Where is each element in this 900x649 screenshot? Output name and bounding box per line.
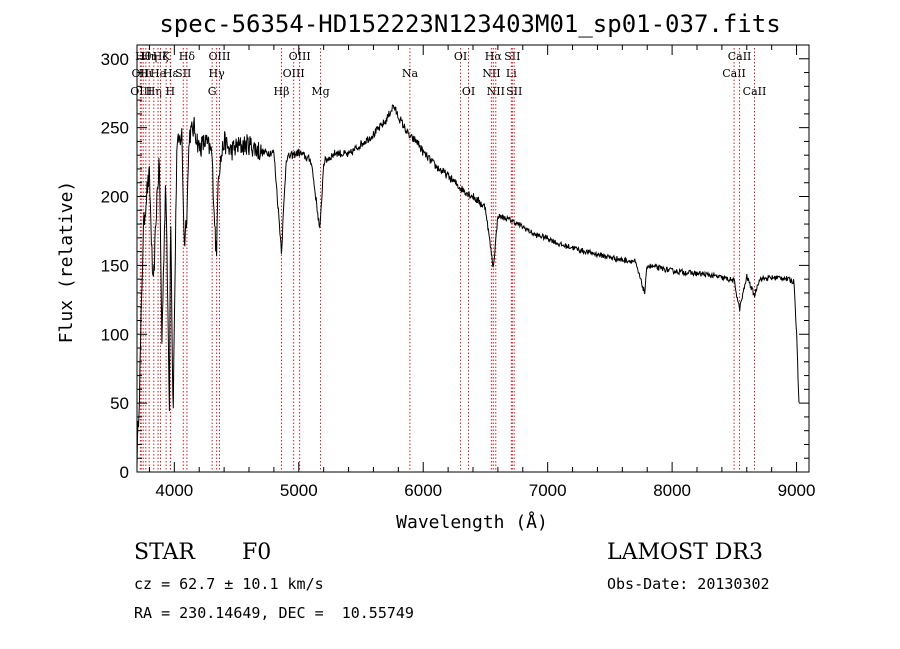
marker-label: SII <box>504 50 520 63</box>
x-tick-label: 7000 <box>529 481 567 500</box>
marker-label: Na <box>402 67 419 80</box>
redshift-velocity: cz = 62.7 ± 10.1 km/s <box>134 575 324 593</box>
marker-label: Hγ <box>209 67 226 80</box>
marker-label: Hβ <box>274 85 290 98</box>
marker-label: Hζ <box>153 50 169 63</box>
x-axis-label: Wavelength (Å) <box>396 511 548 533</box>
survey-name: LAMOST DR3 <box>607 540 763 565</box>
y-tick-label: 0 <box>120 463 129 482</box>
marker-label: SII <box>175 67 191 80</box>
spectrum-series <box>136 104 800 468</box>
chart-title: spec-56354-HD152223N123403M01_sp01-037.f… <box>159 10 780 38</box>
marker-label: OIII <box>289 50 311 63</box>
marker-label: G <box>208 85 217 98</box>
plot-frame <box>136 44 810 473</box>
x-tick-label: 9000 <box>778 481 816 500</box>
y-tick-label: 100 <box>101 325 129 344</box>
marker-label: OIII <box>130 85 152 98</box>
axes: 4000 5000 6000 7000 8000 9000 0 50 100 150 200 250 3… <box>101 44 816 500</box>
marker-label: SII <box>506 85 522 98</box>
x-tick-label: 8000 <box>653 481 691 500</box>
object-class: STAR <box>134 540 195 565</box>
y-tick-label: 250 <box>101 119 129 138</box>
x-tick-label: 6000 <box>404 481 442 500</box>
marker-label: Hη <box>141 50 157 63</box>
marker-label: K <box>162 50 171 63</box>
marker-label: Hε <box>163 67 179 80</box>
marker-label: OI <box>462 85 475 98</box>
marker-label: Hα <box>485 50 503 63</box>
spectrum-line <box>136 104 800 468</box>
y-tick-label: 300 <box>101 50 129 69</box>
marker-label: Mg <box>311 85 329 98</box>
y-axis-label: Flux (relative) <box>56 181 77 344</box>
y-tick-label: 200 <box>101 188 129 207</box>
marker-label: Li <box>506 67 517 80</box>
observation-date: Obs-Date: 20130302 <box>607 575 770 593</box>
y-tick-label: 150 <box>101 256 129 275</box>
spectral-line-markers: OIIOIIIHθHιHηHηHeHζKHHεSIIHδGHγOIIIHβOII… <box>130 48 766 472</box>
marker-label: NII <box>487 85 505 98</box>
marker-label: Hη <box>146 85 162 98</box>
marker-label: Hδ <box>179 50 196 63</box>
marker-label: OIII <box>208 50 230 63</box>
x-tick-label: 4000 <box>155 481 193 500</box>
marker-label: He <box>150 67 166 80</box>
marker-label: NII <box>482 67 500 80</box>
marker-label: CaII <box>728 50 752 63</box>
marker-label: Hθ <box>135 50 152 63</box>
marker-label: OI <box>454 50 467 63</box>
marker-label: CaII <box>743 85 767 98</box>
marker-label: OIII <box>283 67 305 80</box>
marker-label: OII <box>132 67 150 80</box>
sky-coordinates: RA = 230.14649, DEC = 10.55749 <box>134 604 414 622</box>
y-tick-label: 50 <box>110 394 129 413</box>
marker-label: CaII <box>722 67 746 80</box>
object-subclass: F0 <box>242 540 272 565</box>
x-tick-label: 5000 <box>280 481 318 500</box>
